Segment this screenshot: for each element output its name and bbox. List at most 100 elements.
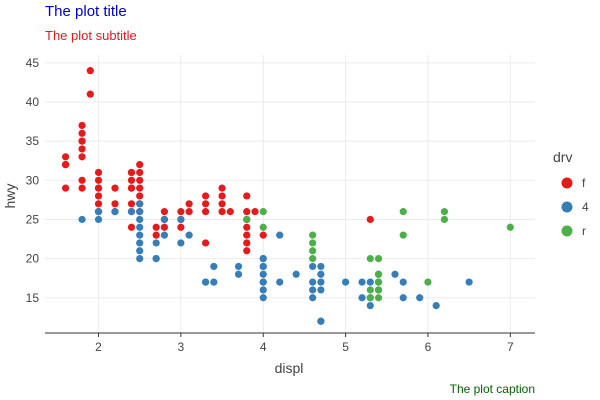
data-point-f [94,184,103,192]
legend-title: drv [553,149,572,165]
data-point-f [201,239,210,247]
data-point-4 [465,278,473,286]
x-tick-label: 5 [342,340,349,354]
data-point-4 [259,278,267,286]
data-point-4 [399,294,407,302]
data-point-4 [259,270,267,278]
x-axis-title: displ [275,360,304,376]
data-point-r [440,208,449,216]
series-f [61,67,374,255]
data-point-4 [111,208,119,216]
data-point-4 [391,270,399,278]
legend-label-r: r [582,224,586,238]
data-point-4 [234,262,243,271]
points-layer [61,67,514,325]
data-point-r [374,278,383,286]
data-point-4 [136,208,144,216]
data-point-f [78,129,86,137]
data-point-f [177,223,185,231]
data-point-f [61,161,70,169]
data-point-r [374,255,383,263]
data-point-r [309,255,317,263]
plot-subtitle: The plot subtitle [45,28,137,43]
data-point-4 [259,262,267,271]
data-point-r [309,247,317,255]
data-point-4 [94,208,103,216]
data-point-r [440,215,449,224]
data-point-r [243,215,251,224]
data-point-f [94,176,103,184]
data-point-f [94,200,103,208]
data-point-r [374,270,383,278]
data-point-4 [136,239,144,247]
data-point-f [127,223,136,231]
data-point-r [366,286,374,294]
data-point-f [201,208,210,216]
data-point-f [201,200,210,208]
data-point-4 [317,262,325,271]
data-point-4 [259,294,267,302]
data-point-f [366,215,374,224]
data-point-r [366,255,374,263]
data-point-4 [309,262,317,271]
plot-title: The plot title [45,3,127,20]
data-point-r [366,294,374,302]
data-point-4 [210,262,218,271]
data-point-4 [160,215,169,224]
data-point-4 [136,200,144,208]
data-point-f [111,184,119,192]
y-tick-label: 30 [26,173,40,187]
data-point-f [218,184,226,192]
data-point-f [78,153,86,161]
x-tick-label: 6 [425,340,432,354]
data-point-4 [127,208,136,216]
series-4 [78,200,473,325]
data-point-f [61,153,70,161]
data-point-4 [366,278,374,286]
data-point-f [136,176,144,184]
data-point-f [127,200,136,208]
data-point-f [152,223,160,231]
data-point-4 [177,215,185,224]
data-point-4 [259,286,267,294]
data-point-4 [234,270,243,278]
plot-caption: The plot caption [450,382,535,396]
data-point-4 [136,231,144,239]
data-point-r [309,231,317,239]
x-tick-label: 7 [507,340,514,354]
legend-label-4: 4 [582,200,589,214]
data-point-4 [201,278,210,286]
data-point-f [61,184,70,192]
data-point-4 [152,239,160,247]
legend: drv f 4 r [553,149,589,238]
data-point-4 [136,247,144,255]
data-point-r [259,208,267,216]
data-point-4 [276,231,284,239]
data-point-4 [94,215,103,224]
data-point-f [111,200,119,208]
data-point-4 [177,239,185,247]
x-tick-label: 4 [260,340,267,354]
data-point-4 [358,294,366,302]
data-point-4 [358,278,366,286]
legend-swatch-f [561,177,573,189]
data-point-r [424,278,432,286]
data-point-f [78,184,86,192]
y-tick-label: 25 [26,212,40,226]
data-point-4 [416,294,424,302]
legend-swatch-4 [561,201,573,213]
data-point-f [218,200,226,208]
data-point-r [374,286,383,294]
data-point-r [506,223,514,231]
data-point-4 [185,231,193,239]
data-point-f [251,208,259,216]
data-point-f [78,121,86,130]
data-point-f [201,192,210,200]
data-point-4 [432,301,440,310]
data-point-4 [276,278,284,286]
data-point-4 [399,278,407,286]
data-point-4 [309,278,317,286]
data-point-4 [160,231,169,239]
data-point-4 [78,215,86,224]
data-point-4 [317,317,325,325]
